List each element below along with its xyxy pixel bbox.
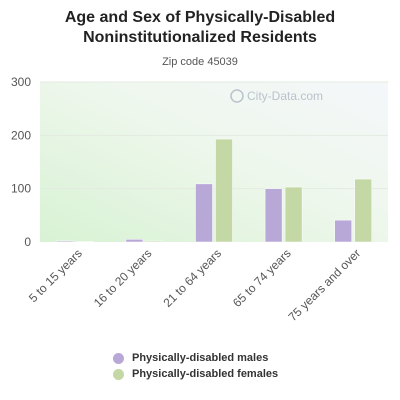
bar-females-0 — [76, 241, 94, 243]
watermark-text: City-Data.com — [247, 89, 323, 103]
chart-title-line-2: Noninstitutionalized Residents — [83, 29, 317, 46]
legend: Physically-disabled males Physically-dis… — [113, 350, 278, 382]
bar-females-4 — [354, 178, 372, 243]
plot-background — [40, 82, 388, 242]
chart-subtitle: Zip code 45039 — [162, 56, 238, 68]
bar-males-4 — [334, 219, 352, 243]
x-tick-label: 75 years and over — [285, 246, 363, 324]
bar-males-2 — [195, 183, 213, 243]
bar-males-1 — [125, 239, 144, 243]
legend-item-males: Physically-disabled males — [113, 350, 278, 366]
legend-swatch-females — [113, 368, 124, 380]
legend-label-males: Physically-disabled males — [132, 352, 269, 364]
watermark: City-Data.com — [230, 89, 323, 103]
y-tick-label: 300 — [11, 75, 31, 89]
watermark-icon — [230, 89, 244, 103]
legend-label-females: Physically-disabled females — [132, 368, 279, 380]
x-tick-label: 65 to 74 years — [230, 246, 294, 310]
y-tick-label: 200 — [11, 128, 31, 142]
legend-swatch-males — [113, 352, 124, 364]
chart-title: Age and Sex of Physically-Disabled Nonin… — [0, 8, 400, 48]
bar-females-2 — [215, 138, 233, 243]
chart-title-line-1: Age and Sex of Physically-Disabled — [64, 9, 336, 26]
bar-males-0 — [56, 240, 74, 243]
y-tick-label: 100 — [11, 182, 31, 196]
bar-females-1 — [145, 240, 164, 243]
x-tick-label: 21 to 64 years — [160, 246, 224, 310]
bar-males-3 — [264, 188, 283, 243]
legend-item-females: Physically-disabled females — [113, 366, 278, 382]
x-tick-label: 5 to 15 years — [26, 246, 85, 305]
x-tick-label: 16 to 20 years — [91, 246, 155, 310]
bar-females-3 — [284, 186, 303, 243]
y-tick-label: 0 — [24, 235, 31, 249]
